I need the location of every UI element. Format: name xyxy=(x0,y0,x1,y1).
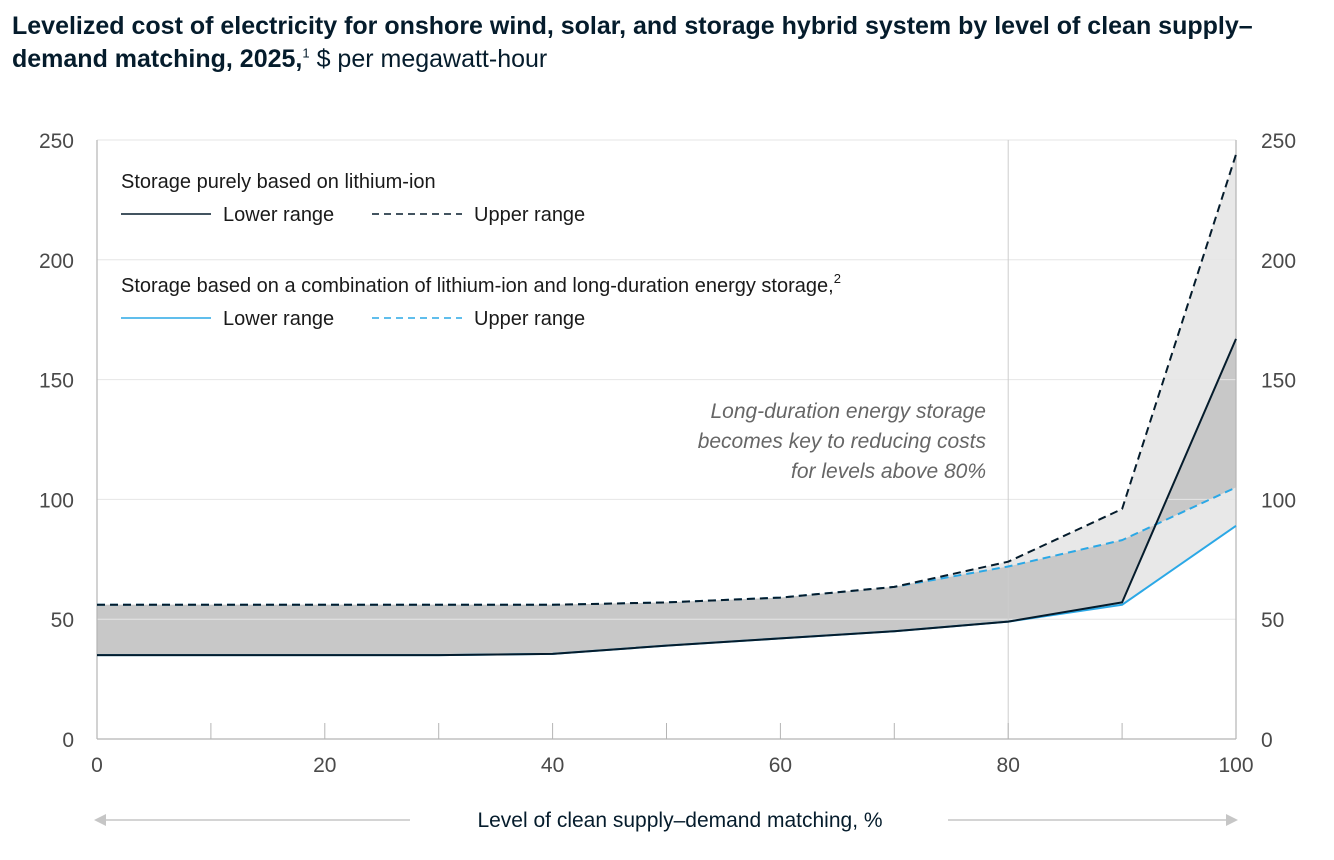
legend-label-2-1: Lower range xyxy=(223,308,334,330)
x-tick-label-20: 20 xyxy=(313,754,336,777)
common-range-band xyxy=(97,338,1236,656)
legend-heading-footnote-2: 2 xyxy=(834,271,841,286)
x-tick-label-40: 40 xyxy=(541,754,564,777)
y-tick-label-right-0: 0 xyxy=(1261,729,1273,752)
y-tick-label-right-150: 150 xyxy=(1261,370,1296,393)
legend-heading-2: Storage based on a combination of lithiu… xyxy=(121,271,841,297)
y-tick-label-left-100: 100 xyxy=(39,489,74,512)
chart-title-footnote: 1 xyxy=(302,45,310,61)
y-tick-label-right-50: 50 xyxy=(1261,609,1284,632)
chart-title-main: Levelized cost of electricity for onshor… xyxy=(12,12,1253,73)
y-tick-label-left-250: 250 xyxy=(39,130,74,153)
x-tick-label-0: 0 xyxy=(91,754,103,777)
legend-label-1-2: Upper range xyxy=(474,204,585,226)
x-tick-label-80: 80 xyxy=(997,754,1020,777)
x-axis-title: Level of clean supply–demand matching, % xyxy=(477,809,882,832)
legend: Storage purely based on lithium-ion Lower… xyxy=(121,171,841,330)
x-tick-label-60: 60 xyxy=(769,754,792,777)
y-tick-label-right-200: 200 xyxy=(1261,250,1296,273)
y-tick-label-right-100: 100 xyxy=(1261,489,1296,512)
series-line-lithium-ion-upper xyxy=(97,154,1237,606)
annotation-line-1: Long-duration energy storage xyxy=(710,400,986,423)
gridlines xyxy=(97,139,1236,739)
series-line-lithium-ion-lower xyxy=(97,338,1237,657)
legend-heading-1: Storage purely based on lithium-ion xyxy=(121,171,436,193)
y-tick-label-left-150: 150 xyxy=(39,370,74,393)
legend-label-2-2: Upper range xyxy=(474,308,585,330)
x-axis-title-group: Level of clean supply–demand matching, % xyxy=(94,809,1238,832)
legend-label-1-1: Lower range xyxy=(223,204,334,226)
annotation-line-2: becomes key to reducing costs xyxy=(698,430,987,453)
y-tick-label-left-50: 50 xyxy=(51,609,74,632)
annotation-line-3: for levels above 80% xyxy=(791,460,986,483)
x-tick-label-100: 100 xyxy=(1218,754,1253,777)
chart-title: Levelized cost of electricity for onshor… xyxy=(12,10,1312,76)
range-bands xyxy=(97,154,1236,656)
series-lines xyxy=(97,154,1237,657)
y-tick-label-left-200: 200 xyxy=(39,250,74,273)
y-tick-label-right-250: 250 xyxy=(1261,130,1296,153)
y-tick-label-left-0: 0 xyxy=(62,729,74,752)
x-axis-arrow-right-head xyxy=(1226,814,1238,826)
annotation: Long-duration energy storage becomes key … xyxy=(698,400,987,483)
x-axis-arrow-left-head xyxy=(94,814,106,826)
chart-title-unit: $ per megawatt-hour xyxy=(316,45,548,73)
